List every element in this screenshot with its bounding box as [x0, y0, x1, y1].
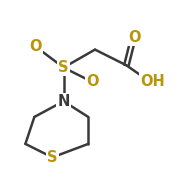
Text: N: N: [57, 94, 70, 109]
Text: S: S: [58, 60, 69, 75]
Text: S: S: [47, 150, 58, 165]
Text: O: O: [87, 74, 99, 88]
Text: O: O: [128, 30, 140, 45]
Text: OH: OH: [140, 74, 165, 88]
Text: O: O: [29, 39, 42, 54]
